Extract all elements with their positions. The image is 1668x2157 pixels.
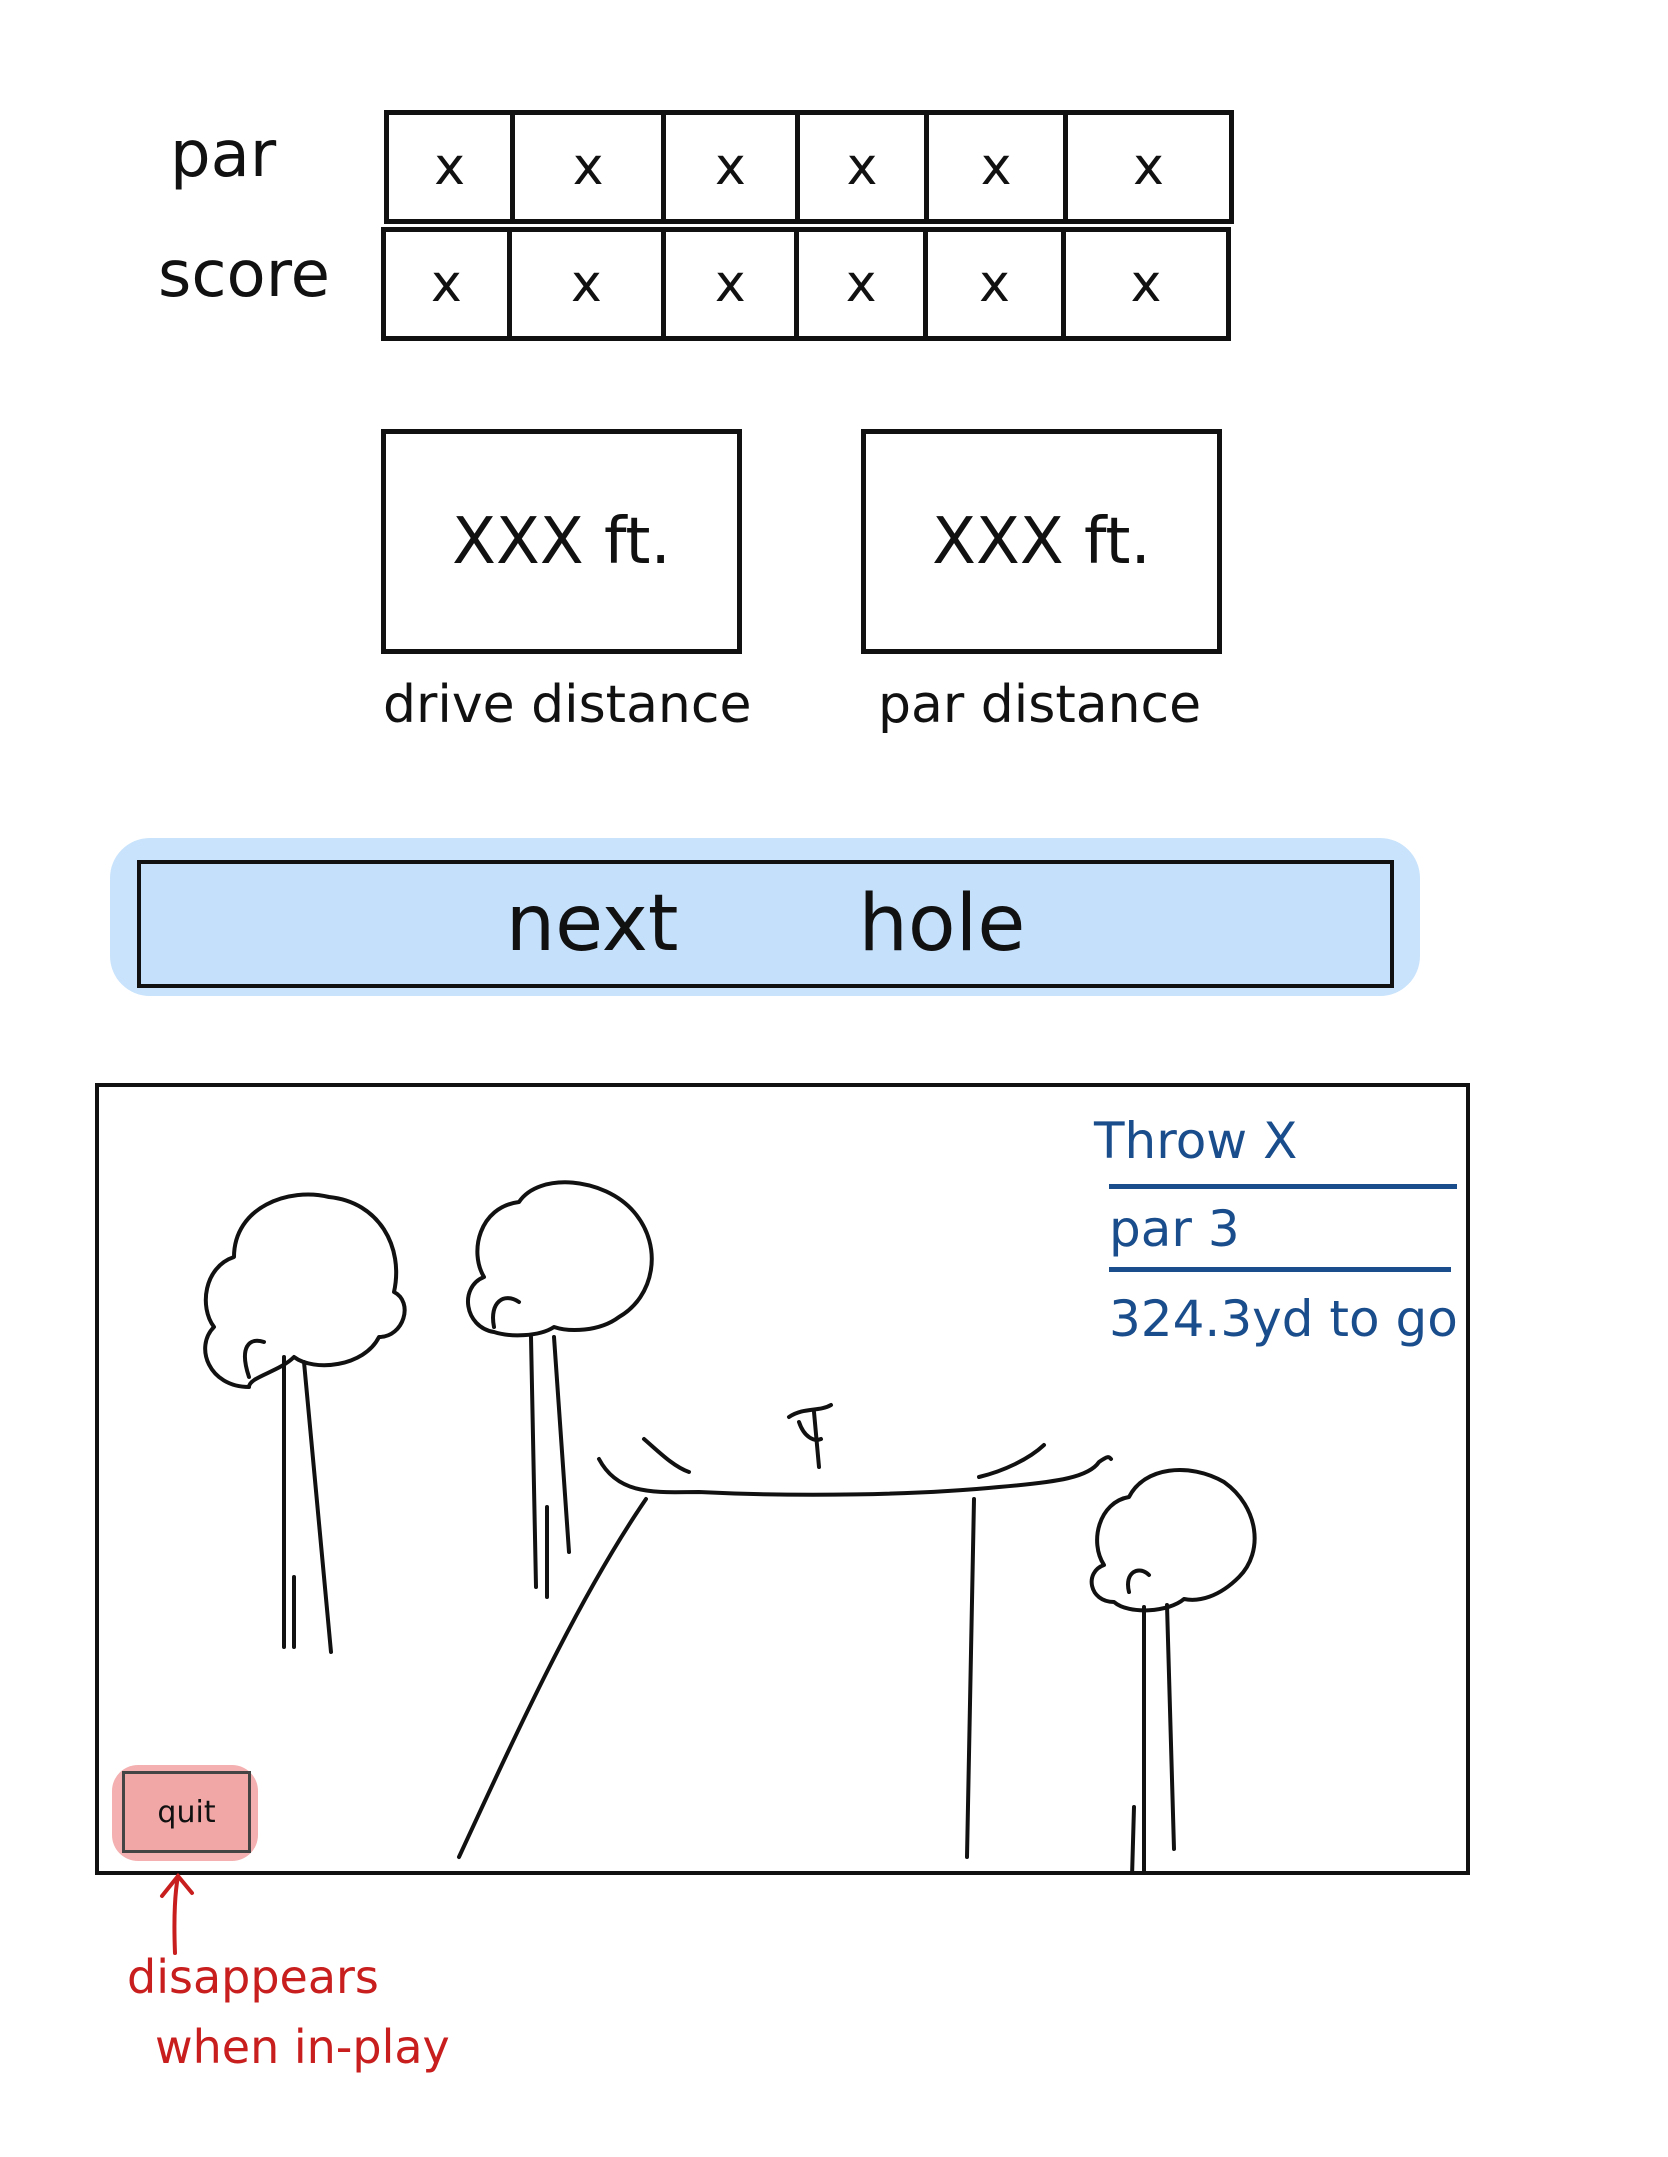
next-hole-button[interactable]: next hole bbox=[137, 860, 1394, 988]
fairway-icon bbox=[457, 1437, 1113, 1859]
par-distance-value: XXX ft. bbox=[932, 504, 1151, 579]
hud-divider bbox=[1109, 1184, 1457, 1189]
annotation-arrow-icon bbox=[160, 1872, 194, 1955]
annotation-line-2: when in-play bbox=[155, 2020, 450, 2074]
drive-distance-value: XXX ft. bbox=[452, 504, 671, 579]
hud-divider bbox=[1109, 1267, 1451, 1272]
score-row: x x x x x x bbox=[381, 227, 1231, 341]
par-row: x x x x x x bbox=[383, 110, 1234, 224]
score-cell: x bbox=[661, 227, 800, 341]
par-cell: x bbox=[794, 110, 930, 224]
par-cell: x bbox=[660, 110, 800, 224]
score-cell: x bbox=[506, 227, 667, 341]
quit-button-label: quit bbox=[157, 1794, 216, 1830]
par-cell: x bbox=[924, 110, 1069, 224]
course-scene bbox=[203, 1180, 1257, 1871]
par-cell: x bbox=[1063, 110, 1234, 224]
hud-distance-to-go: 324.3yd to go bbox=[1109, 1290, 1458, 1348]
par-row-label: par bbox=[170, 118, 277, 192]
game-view[interactable]: Throw X par 3 324.3yd to go bbox=[95, 1083, 1470, 1875]
score-cell: x bbox=[1061, 227, 1231, 341]
hud-par: par 3 bbox=[1109, 1200, 1240, 1258]
drive-distance-box: XXX ft. bbox=[381, 429, 742, 654]
score-row-label: score bbox=[158, 238, 330, 312]
tree-icon bbox=[203, 1192, 407, 1654]
tree-icon bbox=[466, 1180, 654, 1599]
par-distance-caption: par distance bbox=[878, 675, 1202, 735]
pin-flag-icon bbox=[787, 1403, 833, 1469]
score-cell: x bbox=[794, 227, 928, 341]
par-cell: x bbox=[510, 110, 666, 224]
tree-icon bbox=[1089, 1468, 1257, 1871]
hud-throw-count: Throw X bbox=[1094, 1112, 1298, 1170]
score-cell: x bbox=[381, 227, 512, 341]
next-hole-word-next: next bbox=[505, 879, 679, 969]
next-hole-word-hole: hole bbox=[858, 879, 1026, 969]
annotation-line-1: disappears bbox=[127, 1950, 379, 2004]
drive-distance-caption: drive distance bbox=[383, 675, 752, 735]
score-cell: x bbox=[922, 227, 1067, 341]
quit-button[interactable]: quit bbox=[122, 1771, 251, 1853]
par-cell: x bbox=[383, 110, 516, 224]
par-distance-box: XXX ft. bbox=[861, 429, 1222, 654]
